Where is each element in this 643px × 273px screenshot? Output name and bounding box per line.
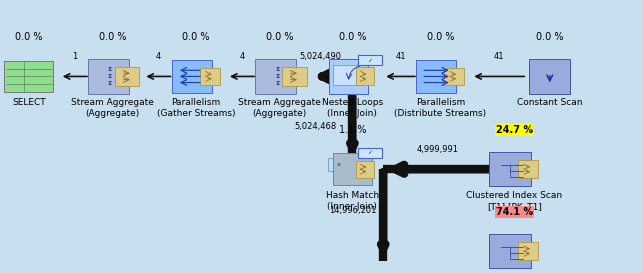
Text: 0.0 %: 0.0 % (15, 32, 42, 42)
Text: 5,024,490: 5,024,490 (299, 52, 341, 61)
FancyBboxPatch shape (5, 61, 53, 92)
Text: 4: 4 (239, 52, 244, 61)
Text: 1: 1 (72, 52, 77, 61)
Text: 74.1 %: 74.1 % (496, 207, 533, 217)
Text: Σ: Σ (108, 67, 112, 72)
Text: SELECT: SELECT (12, 98, 46, 107)
Text: 41: 41 (494, 52, 505, 61)
FancyBboxPatch shape (489, 152, 531, 186)
Text: Stream Aggregate
(Aggregate): Stream Aggregate (Aggregate) (239, 98, 321, 118)
Text: Parallelism
(Gather Streams): Parallelism (Gather Streams) (157, 98, 235, 118)
FancyBboxPatch shape (518, 242, 538, 260)
FancyBboxPatch shape (529, 60, 570, 93)
FancyBboxPatch shape (329, 60, 368, 93)
Text: 0.0 %: 0.0 % (266, 32, 293, 42)
Text: Σ: Σ (275, 81, 279, 86)
FancyBboxPatch shape (88, 60, 129, 93)
Text: Σ: Σ (275, 74, 279, 79)
Text: 4,999,991: 4,999,991 (417, 145, 458, 154)
Text: 5,024,468: 5,024,468 (294, 122, 336, 131)
FancyBboxPatch shape (518, 160, 538, 178)
Text: Parallelism
(Distribute Streams): Parallelism (Distribute Streams) (394, 98, 487, 118)
FancyBboxPatch shape (416, 60, 456, 93)
FancyBboxPatch shape (255, 60, 296, 93)
FancyBboxPatch shape (328, 158, 350, 171)
Text: ✓: ✓ (367, 58, 372, 63)
Text: 0.0 %: 0.0 % (427, 32, 454, 42)
Text: ✓: ✓ (367, 150, 372, 156)
Text: 24.7 %: 24.7 % (496, 125, 533, 135)
FancyBboxPatch shape (358, 148, 382, 158)
FancyBboxPatch shape (358, 55, 382, 66)
FancyBboxPatch shape (282, 67, 307, 86)
Text: Clustered Index Scan
[T1].[PK_T1]: Clustered Index Scan [T1].[PK_T1] (466, 191, 563, 211)
FancyBboxPatch shape (356, 67, 374, 85)
Text: 1.1 %: 1.1 % (339, 125, 366, 135)
FancyBboxPatch shape (333, 153, 372, 185)
Text: Σ: Σ (275, 67, 279, 72)
Text: 0.0 %: 0.0 % (183, 32, 210, 42)
FancyBboxPatch shape (356, 161, 374, 178)
Text: Σ: Σ (108, 74, 112, 79)
FancyBboxPatch shape (200, 68, 219, 85)
FancyBboxPatch shape (333, 65, 359, 85)
Text: ≡: ≡ (337, 162, 341, 167)
FancyBboxPatch shape (444, 68, 464, 85)
Text: 0.0 %: 0.0 % (536, 32, 563, 42)
Text: Σ: Σ (108, 81, 112, 86)
FancyBboxPatch shape (489, 234, 531, 268)
Text: Hash Match
(Inner Join): Hash Match (Inner Join) (326, 191, 379, 211)
Text: 41: 41 (395, 52, 406, 61)
Text: 4: 4 (156, 52, 161, 61)
Text: Nested Loops
(Inner Join): Nested Loops (Inner Join) (322, 98, 383, 118)
Text: 0.0 %: 0.0 % (339, 32, 366, 42)
Text: Constant Scan: Constant Scan (517, 98, 583, 107)
Text: Stream Aggregate
(Aggregate): Stream Aggregate (Aggregate) (71, 98, 154, 118)
Text: 0.0 %: 0.0 % (99, 32, 126, 42)
FancyBboxPatch shape (172, 60, 212, 93)
FancyBboxPatch shape (115, 67, 140, 86)
Text: 14,996,201: 14,996,201 (329, 206, 377, 215)
